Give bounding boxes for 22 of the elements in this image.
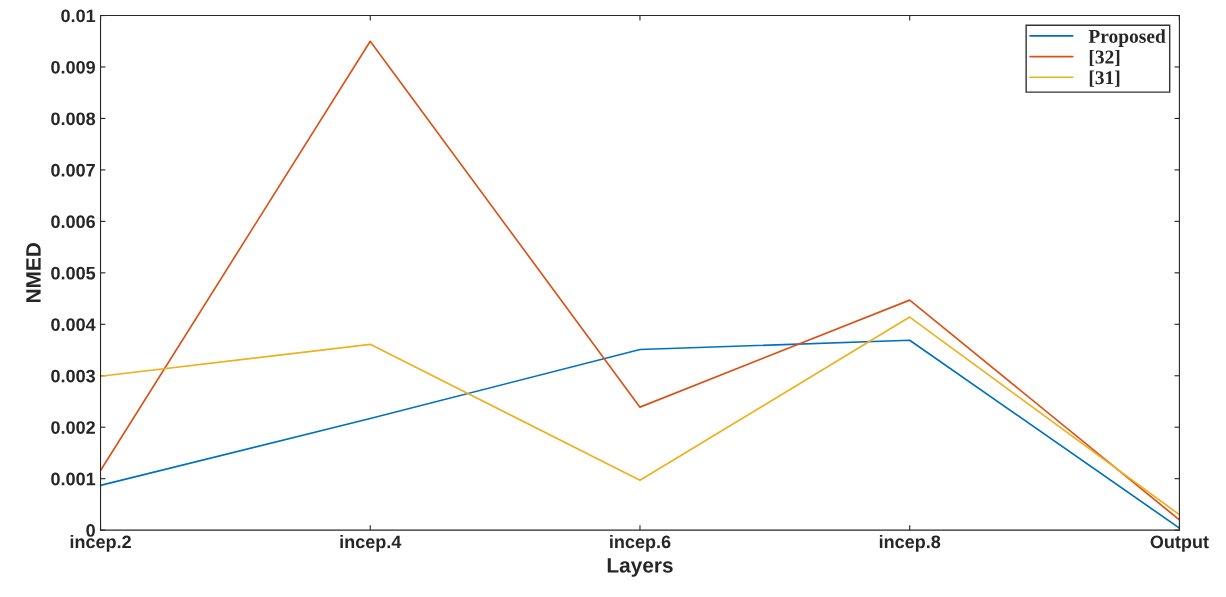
y-tick-label: 0.006 xyxy=(51,215,96,229)
y-tick-label: 0.007 xyxy=(51,163,95,177)
y-tick-label: 0.002 xyxy=(51,421,95,434)
y-axis-title: NMED xyxy=(26,243,41,303)
x-axis-title: Layers xyxy=(607,558,673,577)
x-tick-label: incep.4 xyxy=(340,535,402,552)
legend-label: Proposed xyxy=(1088,29,1166,47)
x-tick-label: incep.6 xyxy=(610,535,671,552)
y-tick-label: 0.008 xyxy=(51,112,96,126)
y-tick-label: 0.004 xyxy=(51,318,96,332)
x-tick-label: incep.2 xyxy=(70,535,131,552)
y-tick-label: 0.001 xyxy=(51,472,96,486)
y-tick-label: 0 xyxy=(86,524,95,537)
legend-label: [32] xyxy=(1089,49,1120,67)
y-tick-label: 0.005 xyxy=(51,266,96,280)
x-tick-label: Output xyxy=(1150,535,1209,552)
y-tick-label: 0.009 xyxy=(51,60,96,74)
legend-label: [31] xyxy=(1089,70,1120,87)
x-tick-label: incep.8 xyxy=(879,535,941,552)
y-tick-label: 0.003 xyxy=(51,369,96,383)
line-series xyxy=(100,316,1180,516)
y-tick-label: 0.01 xyxy=(61,9,96,23)
